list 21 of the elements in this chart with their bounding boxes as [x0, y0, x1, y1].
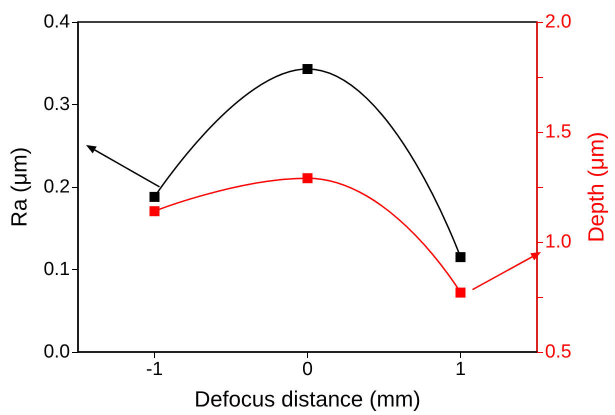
x-tick-label: 1: [455, 359, 466, 380]
y2-tick-label: 1.5: [545, 122, 572, 142]
point: [302, 173, 312, 184]
y2-tick-label: 1.0: [545, 232, 572, 252]
y-tick-label: 0.3: [44, 94, 70, 115]
y-tick-label: 0.2: [44, 176, 70, 198]
point: [456, 252, 466, 262]
y2-axis-title: Depth (μm): [584, 132, 608, 242]
point: [150, 206, 160, 216]
y2-tick-label: 2.0: [545, 12, 572, 32]
y-tick-label: 0.0: [44, 342, 70, 362]
y-axis-title: Ra (μm): [6, 147, 32, 227]
x-tick-label: -1: [146, 359, 163, 380]
y-tick-label: 0.4: [44, 12, 70, 32]
point: [150, 192, 160, 202]
y2-tick-label: 0.5: [545, 342, 572, 362]
x-axis-title: Defocus distance (mm): [194, 386, 421, 412]
point: [456, 288, 466, 298]
x-tick-label: 0: [302, 359, 313, 380]
y-tick-label: 0.1: [44, 259, 70, 280]
point: [302, 64, 312, 74]
